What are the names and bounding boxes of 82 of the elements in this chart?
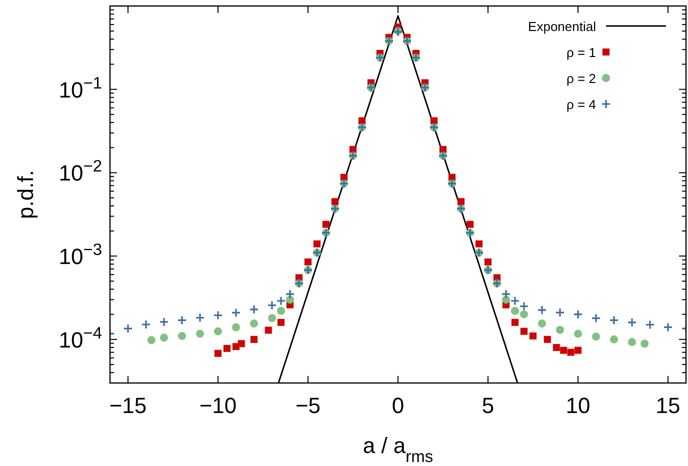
point [627,318,637,328]
point [314,240,320,248]
point [628,338,636,346]
point [160,334,168,342]
point [159,317,169,327]
point [195,312,205,323]
point [501,289,511,299]
point [178,332,186,340]
point [574,330,582,338]
point [510,296,520,306]
y-tick-label: 10$^{−4}$ [58,324,102,352]
point [591,313,601,323]
point [574,346,582,354]
point [573,310,583,320]
point [249,304,259,314]
point [520,310,528,318]
point [502,296,510,304]
x-tick-label: −5 [295,393,321,418]
legend-label: ρ = 1 [566,45,596,60]
point [592,332,600,341]
point [555,308,565,318]
point [520,328,528,335]
point [264,326,272,334]
point [512,318,518,326]
point [552,344,560,351]
y-tick-label: 10$^{−2}$ [58,158,102,186]
point [609,315,619,326]
point [224,344,230,352]
point [250,320,258,328]
point [530,332,536,340]
x-axis-title: a / a$_{rms}$ [362,433,434,466]
point [304,258,312,266]
y-tick-label: 10$^{−1}$ [58,74,102,102]
point [267,300,277,310]
point [213,310,223,320]
point [458,198,464,206]
point [544,336,551,343]
point [268,314,276,322]
point [484,258,492,266]
point [358,117,366,124]
point [276,296,286,306]
point [560,346,568,354]
point [285,289,295,299]
point [430,117,438,124]
legend-label: ρ = 4 [566,97,596,112]
point [537,305,547,315]
point [214,350,222,357]
point [277,306,285,315]
legend-label: ρ = 2 [566,71,596,86]
point [231,308,241,318]
point [645,320,655,330]
y-tick-label: 10$^{−3}$ [58,241,102,270]
x-tick-label: −15 [109,393,147,418]
point [196,330,204,338]
point [556,326,564,334]
x-tick-label: 10 [566,393,590,418]
legend-label: Exponential [528,19,596,34]
point [519,301,529,312]
point [640,340,649,348]
x-tick-label: 5 [482,393,494,418]
x-tick-label: 15 [656,393,680,418]
point [466,220,474,228]
point [278,318,284,326]
point [238,340,245,348]
point [322,220,330,228]
point [476,240,482,248]
point [511,306,519,315]
point [567,348,574,356]
x-tick-label: −10 [199,393,237,418]
x-tick-label: 0 [392,393,404,418]
point [232,323,240,332]
point [177,315,187,326]
point [147,336,156,344]
point [250,336,258,343]
y-axis-title: p.d.f. [13,170,38,219]
point [123,324,133,334]
point [332,198,338,206]
point [663,322,673,332]
point [141,320,151,330]
point [214,327,222,336]
point [538,320,546,328]
point [610,335,618,344]
